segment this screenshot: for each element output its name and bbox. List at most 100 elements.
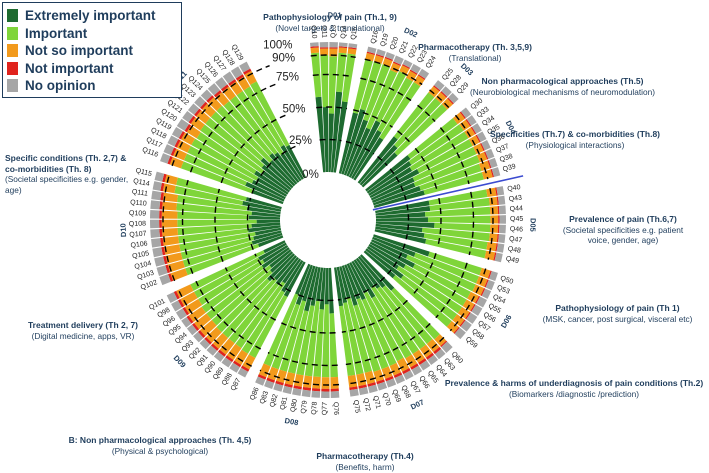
bar-segment-important: [296, 305, 315, 376]
bar-segment-not-important: [459, 319, 466, 327]
gridline-90: [449, 268, 487, 332]
question-label: Q71: [371, 395, 381, 410]
bar-segment-not-important: [402, 368, 411, 375]
bar-segment-extremely-important: [252, 189, 284, 205]
bar-segment-not-so-important: [284, 372, 296, 386]
bar-segment-extremely-important: [274, 152, 300, 183]
bar-segment-not-important: [194, 108, 202, 117]
annotation-specific-conditions: Specific conditions (Th. 2,7) & co-morbi…: [5, 153, 165, 195]
bar-segment-extremely-important: [257, 235, 284, 248]
bar-segment-no-opinion: [454, 327, 466, 340]
section-label: D07: [409, 397, 425, 411]
bar-segment-not-important: [159, 219, 162, 228]
bar-segment-not-important: [376, 379, 385, 385]
bar-segment-extremely-important: [343, 119, 369, 176]
bar-segment-no-opinion: [159, 274, 171, 286]
bar-segment-no-opinion: [171, 127, 183, 139]
bar-segment-important: [329, 313, 338, 378]
bar-segment-extremely-important: [245, 181, 285, 202]
bar-segment-extremely-important: [371, 239, 408, 259]
gridline-25: [254, 253, 292, 292]
bar-segment-important: [338, 305, 356, 376]
bar-segment-not-so-important: [488, 196, 498, 206]
bar-segment-extremely-important: [357, 256, 386, 289]
legend-label: Important: [25, 25, 88, 41]
question-label: Q54: [492, 294, 507, 306]
bar-segment-no-opinion: [229, 362, 240, 373]
annotation-pathophysiology-th1: Pathophysiology of pain (Th 1) (MSK, can…: [530, 303, 705, 324]
annotation-title: Pharmacotherapy (Th. 3,5,9): [418, 42, 532, 52]
bar-segment-extremely-important: [359, 254, 395, 291]
bar-segment-important: [320, 54, 329, 108]
bar-segment-not-so-important: [234, 349, 248, 365]
bar-segment-important: [336, 52, 347, 93]
bar-segment-no-opinion: [476, 131, 487, 142]
bar-segment-not-important: [495, 187, 498, 196]
bar-segment-no-opinion: [207, 83, 221, 96]
section-label: D10: [118, 223, 128, 237]
bar-segment-not-so-important: [459, 119, 471, 131]
bar-segment-extremely-important: [254, 170, 289, 195]
bar-segment-not-important: [425, 352, 434, 360]
question-label: Q40: [507, 184, 521, 193]
bar-segment-important: [191, 138, 259, 181]
bar-segment-important: [341, 53, 356, 103]
bar-segment-extremely-important: [346, 127, 371, 177]
bar-segment-not-important: [162, 173, 167, 183]
bar-segment-important: [403, 264, 467, 307]
bar-segment-important: [382, 285, 433, 344]
bar-segment-not-important: [266, 377, 276, 383]
gridline-90: [171, 65, 270, 167]
bar-segment-no-opinion: [367, 46, 377, 54]
bar-segment-not-important: [447, 97, 454, 105]
bar-segment-important: [222, 277, 277, 338]
bar-segment-important: [241, 290, 285, 354]
question-label: Q46: [510, 226, 524, 234]
bar-segment-no-opinion: [498, 205, 506, 215]
bar-segment-not-so-important: [161, 219, 178, 228]
bar-segment-no-opinion: [151, 238, 162, 248]
bar-segment-extremely-important: [273, 255, 297, 281]
annotation-title-line2: co-morbidities (Th. 8): [5, 163, 92, 174]
bar-segment-extremely-important: [365, 155, 411, 192]
bar-segment-no-opinion: [187, 103, 200, 115]
question-label: Q81: [279, 396, 289, 411]
bar-segment-not-so-important: [303, 375, 313, 389]
bar-segment-not-important: [178, 131, 186, 140]
question-label: Q106: [130, 240, 148, 249]
bar-segment-no-opinion: [166, 292, 178, 303]
question-label: Q110: [130, 199, 147, 207]
annotation-subtitle-line2: age): [5, 184, 22, 195]
bar-segment-no-opinion: [311, 390, 321, 398]
bar-segment-not-important: [330, 388, 339, 392]
bar-segment-extremely-important: [269, 153, 298, 185]
question-label: Q79: [300, 400, 309, 414]
annotation-subtitle: (Societal specificities e.g. patient: [562, 224, 684, 235]
bar-segment-no-opinion: [237, 367, 249, 378]
bar-segment-important: [182, 241, 253, 268]
bar-segment-not-so-important: [338, 47, 348, 54]
bar-segment-important: [428, 251, 482, 276]
bar-segment-not-so-important: [242, 354, 256, 370]
gridline-25: [246, 197, 254, 250]
bar-segment-important: [176, 203, 252, 216]
bar-segment-extremely-important: [334, 267, 344, 307]
gridline-75: [360, 77, 412, 102]
bar-segment-extremely-important: [353, 259, 375, 289]
bar-segment-not-important: [310, 46, 319, 49]
bar-segment-extremely-important: [258, 242, 287, 261]
bar-segment-important: [216, 278, 270, 333]
question-label: Q39: [502, 163, 517, 173]
bar-segment-extremely-important: [251, 179, 286, 200]
bar-segment-not-so-important: [330, 376, 339, 389]
bar-segment-not-so-important: [373, 369, 385, 382]
bar-segment-important: [178, 228, 249, 244]
bar-segment-extremely-important: [366, 246, 399, 270]
gridline-25: [294, 292, 334, 302]
bar-segment-important: [201, 265, 264, 313]
bar-segment-no-opinion: [199, 338, 211, 350]
bar-segment-not-important: [174, 139, 181, 148]
bar-segment-no-opinion: [150, 209, 160, 219]
bar-segment-not-so-important: [473, 143, 484, 155]
